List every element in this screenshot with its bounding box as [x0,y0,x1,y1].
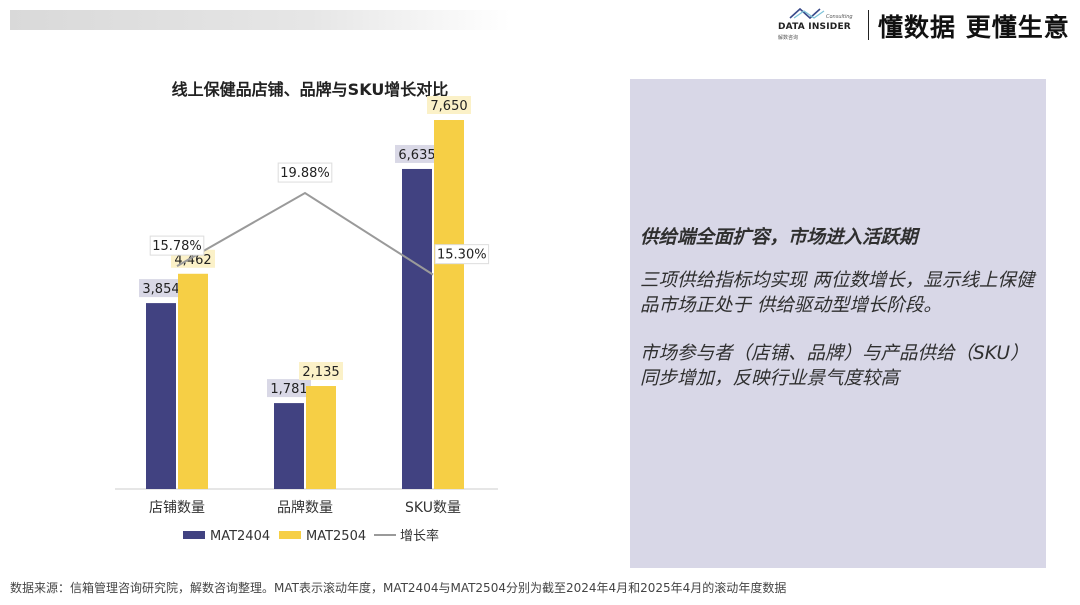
category-label-1: 品牌数量 [277,499,333,516]
bar-mat2404-1 [274,403,304,489]
chart-title: 线上保健品店铺、品牌与SKU增长对比 [171,80,449,99]
legend-label-mat2404: MAT2404 [210,529,270,544]
growth-label-bg [434,244,490,265]
bar-mat2504-0 [178,273,208,489]
category-label-2: SKU数量 [405,500,461,516]
growth-label-bg [277,162,333,183]
bar-mat2404-2 [402,168,432,490]
legend-label-mat2504: MAT2504 [306,529,366,544]
bar-mat2504-2 [434,120,464,489]
data-label-mat2504-1: 2,135 [302,365,339,380]
data-label-bg [139,279,183,298]
data-label-mat2404-1: 1,781 [270,382,307,397]
growth-label-2: 15.30% [437,248,487,263]
logo-consulting: Consulting [826,14,853,20]
growth-label-0: 15.78% [152,239,202,254]
data-label-bg [267,379,311,398]
growth-rate-line [176,191,434,276]
brand-divider [868,10,869,40]
brand-header: Consulting DATA INSIDER 解数咨询 懂数据 更懂生意 [760,0,1080,48]
data-label-mat2404-2: 6,635 [398,148,435,163]
insight-text: 供给端全面扩容，市场进入活跃期 三项供给指标均实现 两位数增长，显示线上保健品市… [640,225,1040,414]
insight-paragraph-1: 三项供给指标均实现 两位数增长，显示线上保健品市场正处于 供给驱动型增长阶段。 [640,270,1035,316]
data-insider-logo: Consulting DATA INSIDER 解数咨询 [770,6,860,41]
legend-swatch-mat2404 [183,531,205,539]
data-label-mat2404-0: 3,854 [142,282,179,297]
insight-panel [630,79,1046,568]
bar-mat2404-0 [146,303,176,489]
category-label-0: 店铺数量 [149,500,205,516]
logo-text: DATA INSIDER [778,22,851,32]
data-label-bg [395,144,439,163]
logo-wave-icon [789,7,825,20]
data-source-note: 数据来源：信箱管理咨询研究院，解数咨询整理。MAT表示滚动年度，MAT2404与… [10,581,787,595]
legend-label-growth: 增长率 [400,528,439,544]
growth-label-1: 19.88% [280,166,330,181]
data-label-bg [427,96,471,114]
logo-subtext: 解数咨询 [778,35,799,41]
top-gradient-bar [10,10,510,30]
data-label-mat2504-0: 4,462 [174,253,211,268]
bar-mat2504-1 [306,386,336,489]
insight-headline: 供给端全面扩容，市场进入活跃期 [640,227,918,248]
bar-line-chart: 3,854 1,781 6,635 4,462 2,135 7,650 15.78% 19.8… [115,96,498,544]
growth-label-bg [149,235,205,256]
data-label-bg [299,362,343,381]
insight-paragraph-2: 市场参与者（店铺、品牌）与产品供给（SKU）同步增加，反映行业景气度较高 [640,343,1029,389]
legend-swatch-mat2504 [279,531,301,539]
brand-slogan: 懂数据 更懂生意 [878,13,1070,42]
data-label-mat2504-2: 7,650 [430,99,467,114]
